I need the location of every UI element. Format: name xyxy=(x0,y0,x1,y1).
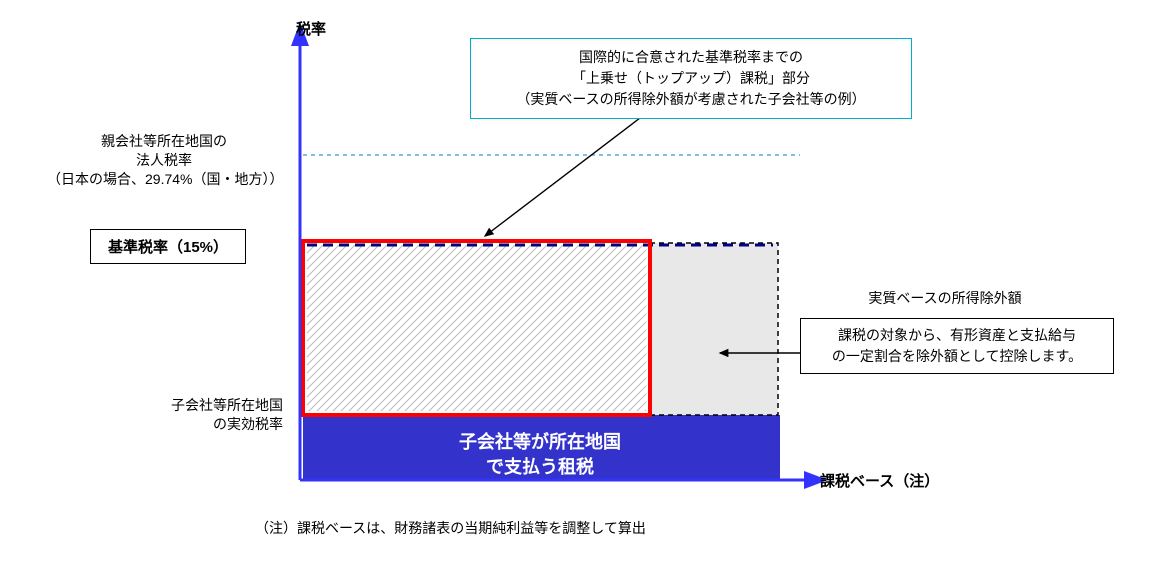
callout1-arrow xyxy=(485,118,640,236)
sub-label-line1: 子会社等所在地国 xyxy=(171,397,283,413)
x-axis-label: 課税ベース（注） xyxy=(820,470,939,491)
paid-tax-line2: で支払う租税 xyxy=(486,457,594,477)
callout1-line2: 「上乗せ（トップアップ）課税」部分 xyxy=(572,70,810,86)
y-axis-label: 税率 xyxy=(296,18,326,39)
base-rate-box: 基準税率（15%） xyxy=(90,229,246,264)
parent-note-line2: 法人税率 xyxy=(136,152,192,168)
callout1-line1: 国際的に合意された基準税率までの xyxy=(579,49,803,65)
sbie-title: 実質ベースの所得除外額 xyxy=(800,288,1090,308)
callout2-body1: 課税の対象から、有形資産と支払給与 xyxy=(838,327,1076,343)
parent-note-line3: （日本の場合、29.74%（国・地方）） xyxy=(47,171,283,187)
subsidiary-rate-label: 子会社等所在地国 の実効税率 xyxy=(123,396,283,434)
callout2-body2: の一定割合を除外額として控除します。 xyxy=(832,348,1082,364)
sbie-body-box: 課税の対象から、有形資産と支払給与 の一定割合を除外額として控除します。 xyxy=(800,318,1114,374)
footnote: （注）課税ベースは、財務諸表の当期純利益等を調整して算出 xyxy=(255,518,646,538)
callout1-line3: （実質ベースの所得除外額が考慮された子会社等の例） xyxy=(516,91,865,107)
topup-callout-box: 国際的に合意された基準税率までの 「上乗せ（トップアップ）課税」部分 （実質ベー… xyxy=(470,38,912,119)
sub-label-line2: の実効税率 xyxy=(213,416,283,432)
paid-tax-line1: 子会社等が所在地国 xyxy=(459,432,621,452)
parent-note-line1: 親会社等所在地国の xyxy=(101,133,227,149)
sbie-rect xyxy=(650,243,778,415)
paid-tax-label: 子会社等が所在地国 で支払う租税 xyxy=(390,430,690,480)
topup-hatch xyxy=(307,245,646,411)
parent-rate-note: 親会社等所在地国の 法人税率 （日本の場合、29.74%（国・地方）） xyxy=(47,132,281,189)
